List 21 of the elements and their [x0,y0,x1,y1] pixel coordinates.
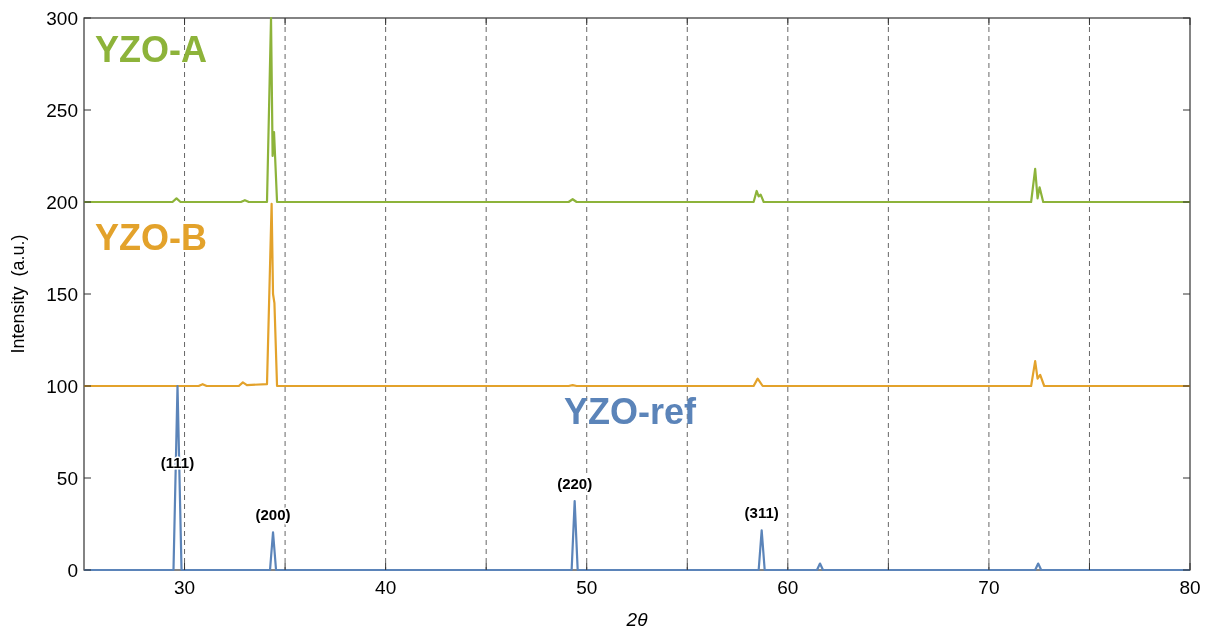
x-tick-label: 40 [375,577,397,598]
series-label: YZO-A [95,29,207,70]
y-tick-label: 250 [46,100,78,121]
y-tick-label: 0 [67,560,78,581]
series-label: YZO-ref [563,391,698,432]
y-axis-title: Intensity (a.u.) [8,234,28,354]
x-axis-title: 2θ [625,609,649,630]
y-tick-label: 150 [46,284,78,305]
annotation: (200) [255,506,291,524]
x-tick-label: 70 [978,577,1000,598]
x-tick-label: 50 [576,577,598,598]
y-tick-label: 100 [46,376,78,397]
annotation: (220) [557,474,593,492]
y-tick-label: 200 [46,192,78,213]
x-tick-label: 60 [777,577,799,598]
x-tick-label: 80 [1179,577,1201,598]
series-label: YZO-B [95,217,207,258]
y-tick-label: 300 [46,8,78,29]
y-tick-label: 50 [56,468,78,489]
x-tick-label: 30 [173,577,196,598]
annotation: (311) [744,504,779,522]
